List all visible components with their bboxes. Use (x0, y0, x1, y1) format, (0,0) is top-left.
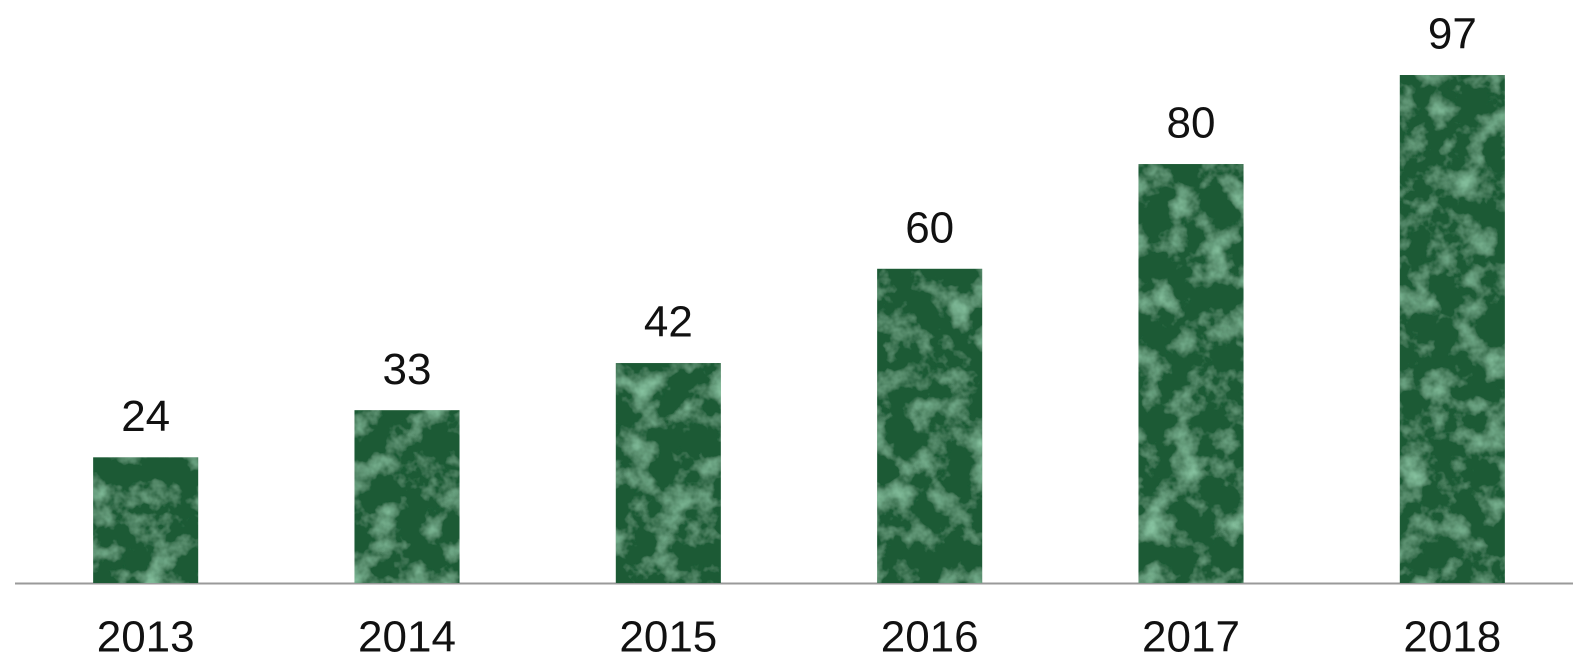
value-label: 80 (1167, 99, 1216, 148)
x-tick-label: 2016 (881, 613, 979, 661)
bar (877, 268, 983, 583)
bar (354, 410, 460, 583)
x-tick-label: 2017 (1142, 613, 1240, 661)
bar (1138, 164, 1244, 584)
bar (93, 457, 199, 583)
value-label: 60 (905, 203, 954, 252)
value-label: 97 (1428, 10, 1477, 59)
x-tick-label: 2018 (1403, 613, 1501, 661)
x-tick-label: 2014 (358, 613, 456, 661)
x-tick-label: 2015 (619, 613, 717, 661)
bar (1399, 75, 1505, 584)
bar (615, 363, 721, 583)
value-label: 42 (644, 298, 693, 347)
value-label: 24 (121, 392, 170, 441)
value-label: 33 (383, 345, 432, 394)
x-tick-label: 2013 (97, 613, 195, 661)
